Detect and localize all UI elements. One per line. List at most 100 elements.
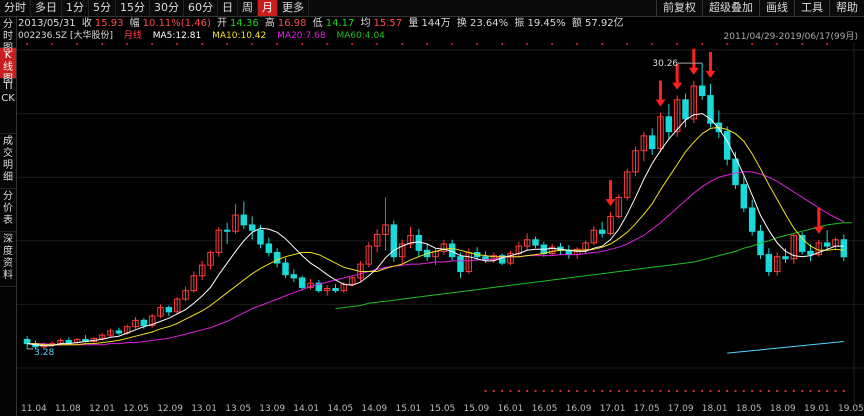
x-tick-label: 19.05 <box>838 404 864 414</box>
side-tab-kline[interactable]: K线图 <box>0 48 16 85</box>
candle-body <box>348 277 356 285</box>
candle-body <box>148 315 156 327</box>
candle-body <box>698 85 706 97</box>
ma-legend: 002236.SZ [大华股份] 月线 MA5:12.81 MA10:10.42… <box>18 30 393 42</box>
menu-overlay[interactable]: 超级叠加 <box>702 0 759 16</box>
candle-body <box>323 288 331 292</box>
tab-more[interactable]: 更多 <box>278 0 309 16</box>
top-marker <box>576 43 579 45</box>
bottom-marker <box>617 390 620 392</box>
candle-body <box>390 224 398 258</box>
top-marker <box>476 43 479 45</box>
ma5-line <box>27 113 844 347</box>
candle-body <box>840 239 848 258</box>
candle-body <box>448 243 456 258</box>
date-range: 2011/04/29-2019/06/17(99月) <box>723 32 858 42</box>
bottom-marker <box>642 390 645 392</box>
tab-fenshi[interactable]: 分时 <box>0 0 31 16</box>
ma20-legend: MA20:7.68 <box>277 31 326 41</box>
side-tab-tick[interactable]: TICK <box>0 79 16 134</box>
x-tick-label: 13.05 <box>225 404 252 414</box>
candle-body <box>115 330 123 334</box>
x-tick-label: 12.01 <box>89 404 115 414</box>
side-tab-fenshi[interactable]: 分时图 <box>0 17 16 54</box>
low-value-label: 3.28 <box>34 348 54 358</box>
tab-week[interactable]: 周 <box>238 0 258 16</box>
tab-multi-day[interactable]: 多日 <box>31 0 62 16</box>
candle-body <box>232 214 239 232</box>
candle-body <box>273 251 281 264</box>
top-marker <box>126 43 129 45</box>
menu-draw-line[interactable]: 画线 <box>759 0 794 16</box>
candle-body <box>282 262 289 276</box>
candle-body <box>765 254 773 273</box>
x-tick-label: 14.09 <box>361 404 388 414</box>
candle-body <box>98 334 106 339</box>
menu-forward-adjust[interactable]: 前复权 <box>656 0 702 16</box>
tab-60min[interactable]: 60分 <box>184 0 218 16</box>
stock-code: 002236.SZ [大华股份] <box>18 31 113 41</box>
tab-15min[interactable]: 15分 <box>116 0 150 16</box>
bottom-marker <box>784 390 787 392</box>
candle-body <box>657 116 664 150</box>
candle-body <box>132 319 139 328</box>
candle-body <box>365 245 373 265</box>
top-marker <box>776 43 779 45</box>
change-label: 幅 <box>129 18 140 29</box>
low-label: 低 <box>312 18 323 29</box>
x-tick-label: 15.09 <box>463 404 490 414</box>
tab-month[interactable]: 月 <box>258 0 278 16</box>
candle-body <box>107 330 114 336</box>
candle-body <box>798 235 806 252</box>
candle-body <box>598 229 606 234</box>
top-marker <box>351 43 354 45</box>
bottom-marker <box>601 390 604 392</box>
side-tab-trade-detail[interactable]: 成交明细 <box>0 134 16 189</box>
bottom-marker <box>526 390 529 392</box>
x-tick-label: 15.05 <box>429 404 456 414</box>
x-tick-label: 19.01 <box>804 404 830 414</box>
kline-chart[interactable]: 30.26 3.28 <box>17 42 864 404</box>
side-tab-depth-data[interactable]: 深度资料 <box>0 232 16 287</box>
candle-body <box>782 256 789 260</box>
top-marker <box>376 43 379 45</box>
top-marker <box>251 43 254 45</box>
bottom-marker <box>759 390 762 392</box>
tab-5min[interactable]: 5分 <box>89 0 116 16</box>
x-tick-label: 16.01 <box>497 404 524 414</box>
bottom-marker <box>551 390 554 392</box>
menu-help[interactable]: 帮助 <box>829 0 864 16</box>
candle-body <box>415 235 423 251</box>
candle-body <box>382 224 389 235</box>
top-marker <box>501 43 504 45</box>
ma60-line <box>335 222 853 310</box>
top-marker <box>201 43 204 45</box>
candle-body <box>240 214 248 226</box>
tab-1min[interactable]: 1分 <box>62 0 89 16</box>
candle-body <box>140 319 148 327</box>
candle-body <box>823 242 831 247</box>
candle-body <box>773 256 781 273</box>
quote-info-bar: 2013/05/31 收 15.93 幅 10.11%(1.46) 开 14.36 高… <box>18 17 627 30</box>
bottom-marker <box>501 390 504 392</box>
x-tick-label: 17.05 <box>633 404 660 414</box>
close-label: 收 <box>81 18 92 29</box>
candle-body <box>65 339 73 344</box>
bottom-marker <box>826 390 829 392</box>
menu-tools[interactable]: 工具 <box>794 0 829 16</box>
support-trend-line <box>727 341 844 354</box>
candle-body <box>248 224 256 231</box>
turnover-value: 换 23.64% <box>456 18 509 29</box>
bottom-marker <box>751 390 754 392</box>
bottom-marker <box>817 390 820 392</box>
tab-30min[interactable]: 30分 <box>150 0 184 16</box>
candle-body <box>507 253 514 264</box>
x-tick-label: 18.05 <box>735 404 762 414</box>
bottom-marker <box>492 390 495 392</box>
side-tab-price-table[interactable]: 分价表 <box>0 189 16 232</box>
candle-body <box>748 207 756 232</box>
candle-body <box>490 255 498 261</box>
tab-day[interactable]: 日 <box>218 0 238 16</box>
x-tick-label: 12.09 <box>157 404 183 414</box>
bottom-marker <box>592 390 595 392</box>
